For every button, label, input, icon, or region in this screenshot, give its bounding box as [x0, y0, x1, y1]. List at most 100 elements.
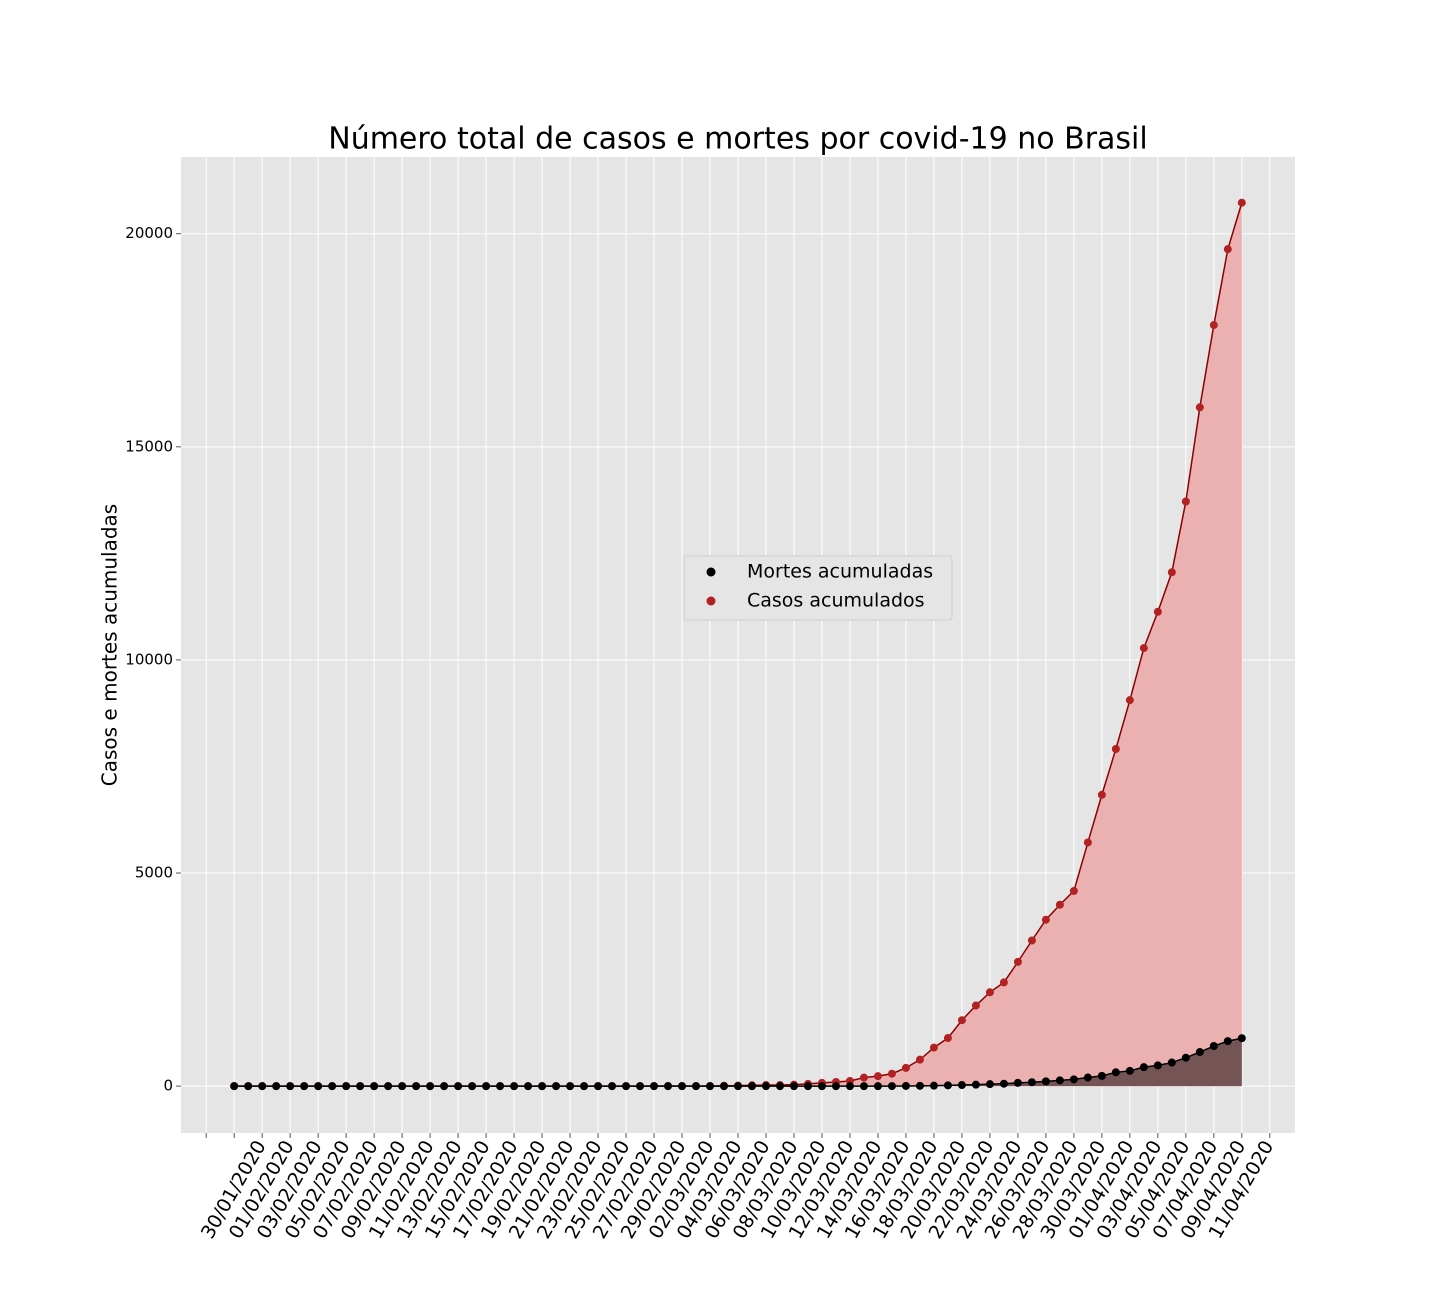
marker [761, 1082, 770, 1091]
marker [1167, 568, 1176, 577]
legend-marker [706, 567, 716, 577]
marker [524, 1082, 533, 1091]
marker [342, 1082, 351, 1091]
marker [887, 1082, 896, 1091]
marker [1083, 838, 1092, 847]
marker [1209, 1042, 1218, 1051]
y-tick-label: 0 [163, 1077, 173, 1095]
y-tick-label: 5000 [135, 864, 173, 882]
marker [664, 1082, 673, 1091]
marker [272, 1082, 281, 1091]
marker [734, 1082, 742, 1091]
marker [1209, 321, 1218, 330]
marker [678, 1082, 687, 1091]
marker [1195, 403, 1204, 412]
marker [1181, 497, 1190, 506]
y-tick-label: 20000 [125, 224, 173, 242]
area [234, 1038, 1242, 1087]
marker [943, 1081, 952, 1090]
area [234, 202, 1242, 1087]
marker [1041, 1077, 1050, 1086]
marker [468, 1082, 477, 1091]
marker [286, 1082, 295, 1091]
marker [1125, 1066, 1134, 1075]
y-tick-label: 10000 [125, 650, 173, 668]
marker [580, 1082, 589, 1091]
marker [957, 1016, 966, 1025]
marker [999, 1079, 1008, 1088]
marker [887, 1069, 896, 1078]
marker [943, 1034, 952, 1043]
marker [1013, 957, 1022, 966]
marker [650, 1082, 659, 1091]
legend-label: Mortes acumuladas [747, 561, 933, 583]
marker [356, 1082, 365, 1091]
marker [985, 988, 994, 997]
marker [244, 1082, 253, 1091]
marker [1083, 1073, 1092, 1082]
marker [496, 1082, 505, 1091]
marker [622, 1082, 631, 1091]
marker [328, 1082, 337, 1091]
marker [873, 1072, 882, 1081]
marker [1237, 1034, 1246, 1043]
marker [510, 1082, 519, 1091]
marker [1027, 936, 1036, 945]
y-axis-label: Casos e mortes acumuladas [98, 504, 122, 786]
marker [957, 1081, 966, 1090]
marker [426, 1082, 435, 1091]
marker [370, 1082, 379, 1091]
marker [720, 1082, 729, 1091]
marker [971, 1080, 980, 1089]
marker [873, 1082, 882, 1091]
marker [1153, 607, 1162, 616]
marker [831, 1082, 840, 1091]
marker [859, 1082, 868, 1091]
marker [1027, 1078, 1036, 1087]
marker [552, 1082, 561, 1091]
marker [999, 978, 1008, 987]
marker [1153, 1061, 1162, 1070]
marker [1069, 1075, 1078, 1084]
marker [1125, 696, 1134, 705]
marker [566, 1082, 575, 1091]
marker [1055, 900, 1064, 909]
marker [594, 1082, 603, 1091]
marker [412, 1082, 421, 1091]
marker [1223, 245, 1232, 254]
marker [971, 1001, 980, 1010]
marker [901, 1063, 910, 1072]
marker [1167, 1058, 1176, 1067]
legend-marker [706, 596, 716, 606]
legend-label: Casos acumulados [747, 590, 925, 612]
marker [1223, 1037, 1232, 1046]
legend-box [683, 555, 953, 621]
marker [1181, 1053, 1190, 1062]
marker [454, 1082, 463, 1091]
marker [258, 1082, 267, 1091]
marker [775, 1082, 784, 1091]
marker [915, 1055, 924, 1064]
marker [929, 1081, 938, 1090]
marker [845, 1082, 854, 1091]
marker [915, 1081, 924, 1090]
y-tick-label: 15000 [125, 437, 173, 455]
marker [1111, 744, 1120, 753]
marker [1069, 886, 1078, 895]
marker [929, 1043, 938, 1052]
chart-title: Número total de casos e mortes por covid… [328, 122, 1147, 157]
marker [230, 1082, 239, 1091]
marker [314, 1082, 323, 1091]
marker [538, 1082, 547, 1091]
marker [706, 1082, 715, 1091]
marker [1139, 1063, 1148, 1072]
marker [1041, 915, 1050, 924]
marker [747, 1082, 756, 1091]
marker [789, 1082, 798, 1091]
marker [608, 1082, 617, 1091]
marker [803, 1082, 812, 1091]
marker [901, 1081, 910, 1090]
marker [1139, 644, 1148, 653]
